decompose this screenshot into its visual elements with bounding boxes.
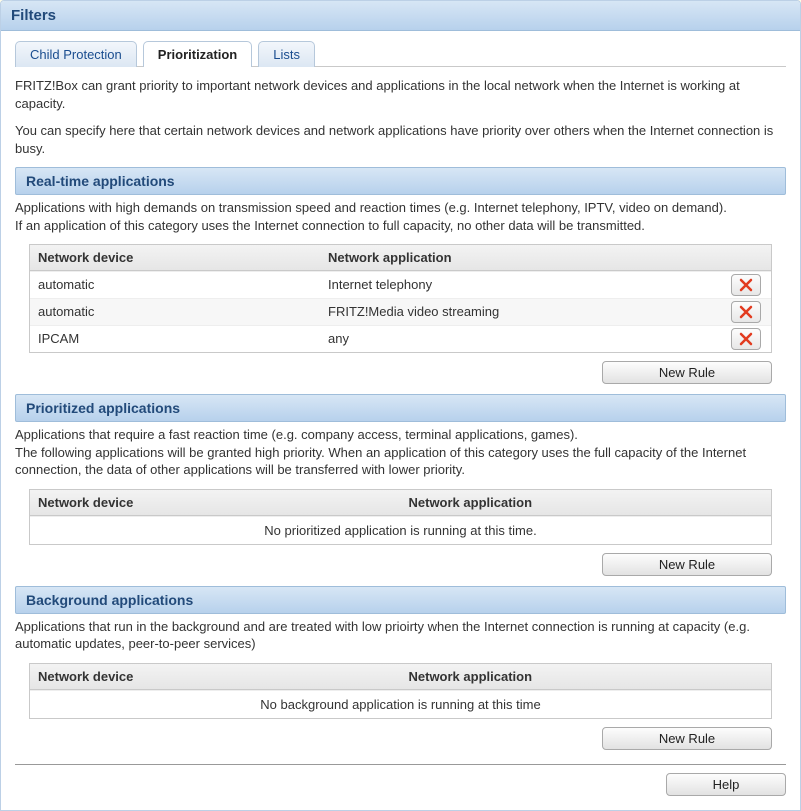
panel-body: Child Protection Prioritization Lists FR… bbox=[1, 41, 800, 810]
prioritized-button-row: New Rule bbox=[15, 553, 772, 576]
close-icon bbox=[739, 305, 753, 319]
col-header-application: Network application bbox=[401, 664, 772, 689]
cell-device: automatic bbox=[30, 299, 320, 325]
section-desc-realtime: Applications with high demands on transm… bbox=[15, 199, 786, 234]
delete-button[interactable] bbox=[731, 301, 761, 323]
col-header-application: Network application bbox=[320, 245, 721, 270]
panel-header: Filters bbox=[1, 1, 800, 31]
new-rule-button[interactable]: New Rule bbox=[602, 361, 772, 384]
section-header-background: Background applications bbox=[15, 586, 786, 614]
tab-prioritization[interactable]: Prioritization bbox=[143, 41, 252, 67]
filters-panel: Filters Child Protection Prioritization … bbox=[0, 0, 801, 811]
prioritized-table: Network device Network application No pr… bbox=[29, 489, 772, 545]
realtime-table-head: Network device Network application bbox=[30, 245, 771, 271]
new-rule-button[interactable]: New Rule bbox=[602, 727, 772, 750]
background-table-head: Network device Network application bbox=[30, 664, 771, 690]
realtime-button-row: New Rule bbox=[15, 361, 772, 384]
close-icon bbox=[739, 278, 753, 292]
realtime-table: Network device Network application autom… bbox=[29, 244, 772, 353]
section-header-prioritized: Prioritized applications bbox=[15, 394, 786, 422]
delete-button[interactable] bbox=[731, 328, 761, 350]
new-rule-button[interactable]: New Rule bbox=[602, 553, 772, 576]
tab-child-protection[interactable]: Child Protection bbox=[15, 41, 137, 67]
background-empty-message: No background application is running at … bbox=[30, 690, 771, 718]
close-icon bbox=[739, 332, 753, 346]
section-header-realtime: Real-time applications bbox=[15, 167, 786, 195]
section-desc-background: Applications that run in the background … bbox=[15, 618, 786, 653]
col-header-device: Network device bbox=[30, 490, 401, 515]
cell-device: automatic bbox=[30, 272, 320, 298]
section-desc-prioritized: Applications that require a fast reactio… bbox=[15, 426, 786, 479]
tab-lists[interactable]: Lists bbox=[258, 41, 315, 67]
help-button[interactable]: Help bbox=[666, 773, 786, 796]
col-header-actions bbox=[721, 245, 771, 270]
prioritized-empty-message: No prioritized application is running at… bbox=[30, 516, 771, 544]
background-table: Network device Network application No ba… bbox=[29, 663, 772, 719]
intro-paragraph-2: You can specify here that certain networ… bbox=[15, 122, 786, 157]
cell-application: FRITZ!Media video streaming bbox=[320, 299, 721, 325]
footer-separator bbox=[15, 764, 786, 765]
col-header-device: Network device bbox=[30, 245, 320, 270]
tab-bar: Child Protection Prioritization Lists bbox=[15, 41, 786, 67]
cell-application: any bbox=[320, 326, 721, 352]
background-button-row: New Rule bbox=[15, 727, 772, 750]
cell-application: Internet telephony bbox=[320, 272, 721, 298]
table-row: automatic FRITZ!Media video streaming bbox=[30, 298, 771, 325]
prioritized-table-head: Network device Network application bbox=[30, 490, 771, 516]
footer-row: Help bbox=[15, 773, 786, 796]
panel-title: Filters bbox=[11, 7, 790, 24]
col-header-device: Network device bbox=[30, 664, 401, 689]
table-row: IPCAM any bbox=[30, 325, 771, 352]
col-header-application: Network application bbox=[401, 490, 772, 515]
intro-paragraph-1: FRITZ!Box can grant priority to importan… bbox=[15, 77, 786, 112]
cell-device: IPCAM bbox=[30, 326, 320, 352]
table-row: automatic Internet telephony bbox=[30, 271, 771, 298]
delete-button[interactable] bbox=[731, 274, 761, 296]
